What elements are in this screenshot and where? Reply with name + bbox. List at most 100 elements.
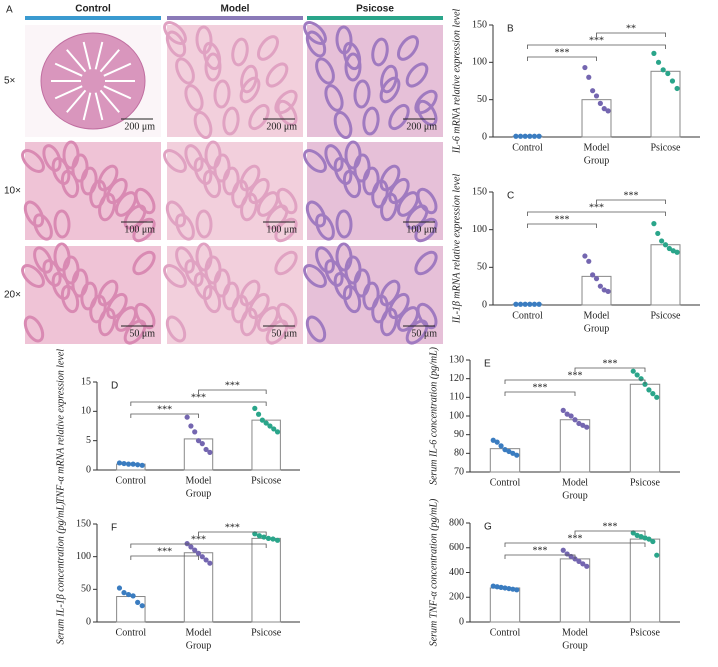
y-tick-label: 100 [472, 57, 487, 68]
crypt [184, 84, 204, 112]
x-axis-label: Group [186, 640, 212, 651]
data-point [263, 420, 269, 426]
significance-label: *** [603, 358, 618, 369]
column-header: Model [221, 4, 250, 15]
significance-bracket [198, 389, 267, 394]
crypt [23, 200, 45, 228]
y-tick-label: 0 [459, 616, 464, 627]
data-point [517, 301, 524, 307]
crypt [134, 187, 156, 215]
y-tick-label: 150 [76, 518, 91, 529]
data-point [490, 583, 496, 589]
data-point [586, 74, 592, 80]
crypt [379, 164, 401, 192]
x-tick-label: Psicose [251, 475, 282, 486]
panel-label: B [507, 24, 514, 35]
x-tick-label: Control [116, 475, 147, 486]
x-tick-label: Psicose [651, 142, 682, 153]
data-point [494, 584, 500, 590]
data-point [192, 547, 198, 553]
data-point [582, 253, 588, 259]
crypt [33, 246, 53, 274]
crypt [344, 52, 362, 82]
row-label: 20× [4, 290, 21, 301]
crypt [21, 264, 45, 288]
x-tick-label: Control [512, 142, 543, 153]
x-tick-label: Control [116, 627, 147, 638]
significance-bracket [527, 56, 597, 61]
data-point [527, 301, 533, 307]
x-tick-label: Psicose [630, 477, 661, 488]
scale-bar-label: 50 μm [411, 328, 437, 339]
significance-bracket [130, 413, 199, 418]
crypt [53, 242, 71, 272]
data-point [139, 462, 145, 468]
x-axis-label: Group [186, 488, 212, 499]
data-point [605, 108, 611, 114]
data-point [502, 585, 508, 591]
panel-label: G [484, 522, 492, 533]
data-point [498, 443, 504, 449]
data-point [274, 537, 281, 543]
data-point [121, 460, 127, 467]
y-tick-label: 15 [81, 376, 91, 387]
significance-bracket [504, 391, 576, 396]
data-point [536, 133, 542, 139]
data-point [139, 603, 145, 609]
data-point [654, 552, 660, 558]
data-point [188, 544, 194, 550]
crypt [175, 246, 195, 274]
data-point [584, 563, 590, 569]
data-point [125, 461, 132, 467]
significance-bracket [504, 542, 646, 547]
y-axis-label: IL-1β mRNA relative expression level [451, 173, 462, 324]
data-point [586, 258, 592, 264]
bar [629, 538, 661, 623]
column-bar [307, 16, 443, 20]
data-point [655, 59, 662, 65]
data-point [568, 413, 574, 419]
significance-label: *** [624, 190, 639, 201]
data-point [638, 376, 644, 382]
y-tick-label: 0 [482, 131, 487, 142]
data-point [116, 460, 123, 466]
data-point [674, 85, 680, 92]
data-point [560, 547, 566, 553]
x-tick-label: Model [583, 310, 609, 321]
data-point [531, 301, 538, 307]
data-point [576, 558, 582, 564]
tissue-pattern [163, 242, 298, 345]
data-point [514, 452, 520, 458]
data-point [642, 535, 648, 541]
data-point [646, 387, 652, 393]
y-tick-label: 10 [81, 406, 91, 417]
crypt [60, 284, 80, 314]
scale-bar-label: 100 μm [406, 224, 437, 235]
x-tick-label: Control [490, 627, 521, 638]
y-axis-label: Serum TNF-α concentration (pg/mL) [428, 498, 439, 646]
x-axis-label: Group [584, 155, 610, 166]
data-point [659, 238, 665, 244]
data-point [265, 535, 272, 541]
y-tick-label: 70 [454, 466, 464, 477]
y-axis-label: TNF-α mRNA relative expression level [55, 349, 66, 504]
crypt [193, 271, 213, 301]
data-point [634, 532, 640, 538]
data-point [121, 590, 127, 596]
data-point [646, 536, 652, 542]
significance-label: *** [533, 545, 548, 556]
data-point [195, 550, 202, 557]
crypt [239, 164, 261, 192]
crypt [165, 315, 187, 343]
data-point [674, 249, 680, 255]
data-point [580, 561, 586, 567]
bar [489, 587, 521, 623]
tissue-pattern [303, 242, 438, 345]
x-tick-label: Psicose [651, 310, 682, 321]
crypt [333, 156, 353, 186]
data-point [630, 530, 636, 536]
y-axis-label: Serum IL-1β concentration (pg/mL) [55, 501, 66, 645]
data-point [513, 301, 519, 307]
data-point [513, 133, 519, 139]
data-point [597, 100, 603, 106]
